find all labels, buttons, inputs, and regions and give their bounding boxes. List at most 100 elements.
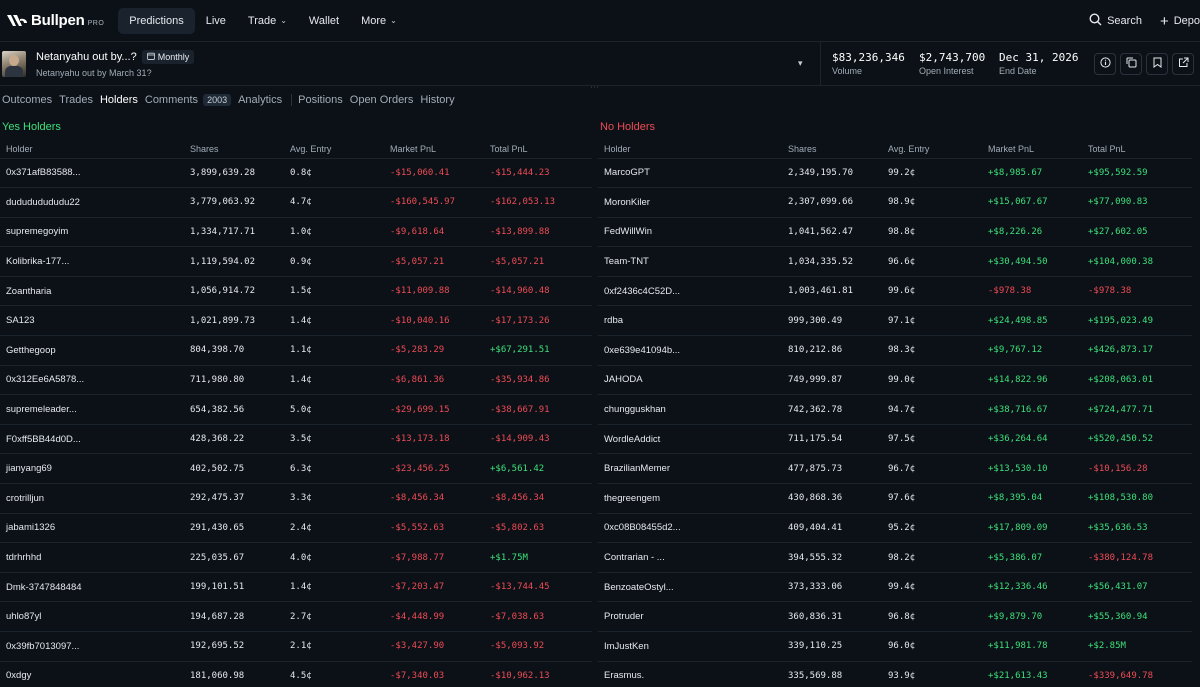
- column-header-market-pnl[interactable]: Market PnL: [982, 140, 1082, 159]
- table-row[interactable]: Protruder 360,836.31 96.8¢ +$9,879.70 +$55,3…: [598, 601, 1192, 632]
- holder-name[interactable]: Erasmus.: [598, 661, 782, 687]
- holder-name[interactable]: crotrilljun: [0, 483, 184, 514]
- table-row[interactable]: MoronKiler 2,307,099.66 98.9¢ +$15,067.67 +$…: [598, 187, 1192, 218]
- table-row[interactable]: rdba 999,300.49 97.1¢ +$24,498.85 +$195,023.…: [598, 305, 1192, 337]
- nav-item-predictions[interactable]: Predictions: [118, 7, 195, 34]
- holder-name[interactable]: ImJustKen: [598, 631, 782, 662]
- holder-name[interactable]: chungguskhan: [598, 394, 782, 425]
- holder-name[interactable]: BenzoateOstyl...: [598, 572, 782, 603]
- holder-name[interactable]: Dmk-3747848484: [0, 572, 184, 603]
- deposit-button[interactable]: + Depo: [1160, 14, 1200, 29]
- holder-name[interactable]: Contrarian - ...: [598, 542, 782, 573]
- table-row[interactable]: supremeleader... 654,382.56 5.0¢ -$29,699.1…: [0, 394, 592, 425]
- holder-name[interactable]: 0xdgy: [0, 661, 184, 687]
- holder-name[interactable]: F0xff5BB44d0D...: [0, 424, 184, 455]
- external-link-button[interactable]: [1172, 53, 1194, 75]
- column-header-total-pnl[interactable]: Total PnL: [484, 140, 592, 159]
- tab-positions[interactable]: Positions: [298, 94, 343, 106]
- table-row[interactable]: 0xdgy 181,060.98 4.5¢ -$7,340.03 -$10,962.13: [0, 661, 592, 687]
- holder-name[interactable]: jabami1326: [0, 513, 184, 544]
- table-row[interactable]: F0xff5BB44d0D... 428,368.22 3.5¢ -$13,173.1…: [0, 424, 592, 455]
- column-header-market-pnl[interactable]: Market PnL: [384, 140, 484, 159]
- table-row[interactable]: crotrilljun 292,475.37 3.3¢ -$8,456.34 -$8,4…: [0, 483, 592, 514]
- column-header-holder[interactable]: Holder: [598, 140, 782, 159]
- table-row[interactable]: 0x371afB83588... 3,899,639.28 0.8¢ -$15,060…: [0, 158, 592, 189]
- holder-name[interactable]: supremeleader...: [0, 394, 184, 425]
- column-header-total-pnl[interactable]: Total PnL: [1082, 140, 1192, 159]
- holder-name[interactable]: 0xe639e41094b...: [598, 335, 782, 366]
- holder-name[interactable]: jianyang69: [0, 453, 184, 485]
- holder-name[interactable]: FedWillWin: [598, 217, 782, 248]
- bookmark-button[interactable]: [1146, 53, 1168, 75]
- nav-item-wallet[interactable]: Wallet: [298, 8, 350, 34]
- holder-name[interactable]: Team-TNT: [598, 246, 782, 277]
- table-row[interactable]: 0x312Ee6A5878... 711,980.80 1.4¢ -$6,861.36…: [0, 365, 592, 396]
- table-row[interactable]: BrazilianMemer 477,875.73 96.7¢ +$13,530.10…: [598, 453, 1192, 485]
- holder-name[interactable]: MarcoGPT: [598, 158, 782, 189]
- holder-name[interactable]: thegreengem: [598, 483, 782, 514]
- column-header-shares[interactable]: Shares: [782, 140, 882, 159]
- table-row[interactable]: FedWillWin 1,041,562.47 98.8¢ +$8,226.26 +$2…: [598, 217, 1192, 248]
- table-row[interactable]: Zoantharia 1,056,914.72 1.5¢ -$11,009.88 -$1…: [0, 276, 592, 307]
- table-row[interactable]: ImJustKen 339,110.25 96.0¢ +$11,981.78 +$2.8…: [598, 631, 1192, 662]
- holder-name[interactable]: 0xc08B08455d2...: [598, 513, 782, 544]
- tab-holders[interactable]: Holders: [100, 94, 138, 106]
- table-row[interactable]: chungguskhan 742,362.78 94.7¢ +$38,716.67 +$…: [598, 394, 1192, 425]
- holder-name[interactable]: MoronKiler: [598, 187, 782, 218]
- table-row[interactable]: MarcoGPT 2,349,195.70 99.2¢ +$8,985.67 +$95,…: [598, 158, 1192, 189]
- holder-name[interactable]: Getthegoop: [0, 335, 184, 366]
- tab-outcomes[interactable]: Outcomes: [2, 94, 52, 106]
- table-row[interactable]: 0x39fb7013097... 192,695.52 2.1¢ -$3,427.90…: [0, 631, 592, 662]
- table-row[interactable]: dudududududu22 3,779,063.92 4.7¢ -$160,545.…: [0, 187, 592, 218]
- holder-name[interactable]: rdba: [598, 305, 782, 337]
- holder-name[interactable]: JAHODA: [598, 365, 782, 396]
- holder-name[interactable]: 0x312Ee6A5878...: [0, 365, 184, 396]
- holder-name[interactable]: 0xf2436c4C52D...: [598, 276, 782, 307]
- tab-history[interactable]: History: [420, 94, 454, 106]
- table-row[interactable]: tdrhrhhd 225,035.67 4.0¢ -$7,988.77 +$1.75M: [0, 542, 592, 573]
- search-button[interactable]: Search: [1089, 13, 1142, 29]
- tab-comments[interactable]: Comments 2003: [145, 94, 232, 106]
- holder-name[interactable]: Kolibrika-177...: [0, 246, 184, 277]
- holder-name[interactable]: SA123: [0, 305, 184, 337]
- holder-name[interactable]: WordleAddict: [598, 424, 782, 455]
- table-row[interactable]: Erasmus. 335,569.88 93.9¢ +$21,613.43 -$339,…: [598, 661, 1192, 687]
- tab-trades[interactable]: Trades: [59, 94, 93, 106]
- holder-name[interactable]: 0x371afB83588...: [0, 158, 184, 189]
- table-row[interactable]: supremegoyim 1,334,717.71 1.0¢ -$9,618.64 -$…: [0, 217, 592, 248]
- holder-name[interactable]: BrazilianMemer: [598, 453, 782, 485]
- tab-open-orders[interactable]: Open Orders: [350, 94, 414, 106]
- holder-name[interactable]: 0x39fb7013097...: [0, 631, 184, 662]
- holder-name[interactable]: Protruder: [598, 601, 782, 632]
- table-row[interactable]: uhlo87yl 194,687.28 2.7¢ -$4,448.99 -$7,038.…: [0, 601, 592, 632]
- holder-name[interactable]: Zoantharia: [0, 276, 184, 307]
- table-row[interactable]: SA123 1,021,899.73 1.4¢ -$10,040.16 -$17,173…: [0, 305, 592, 337]
- table-row[interactable]: 0xc08B08455d2... 409,404.41 95.2¢ +$17,809.…: [598, 513, 1192, 544]
- column-header-holder[interactable]: Holder: [0, 140, 184, 159]
- holder-name[interactable]: tdrhrhhd: [0, 542, 184, 573]
- table-row[interactable]: Team-TNT 1,034,335.52 96.6¢ +$30,494.50 +$10…: [598, 246, 1192, 277]
- market-selector-chevron-icon[interactable]: ▾: [798, 58, 803, 68]
- nav-item-trade[interactable]: Trade ⌄: [237, 8, 298, 34]
- logo[interactable]: Bullpen PRO: [6, 12, 104, 29]
- table-row[interactable]: BenzoateOstyl... 373,333.06 99.4¢ +$12,336.…: [598, 572, 1192, 603]
- holder-name[interactable]: supremegoyim: [0, 217, 184, 248]
- table-row[interactable]: Kolibrika-177... 1,119,594.02 0.9¢ -$5,057.…: [0, 246, 592, 277]
- table-row[interactable]: 0xf2436c4C52D... 1,003,461.81 99.6¢ -$978.3…: [598, 276, 1192, 307]
- nav-item-more[interactable]: More ⌄: [350, 8, 408, 34]
- table-row[interactable]: jianyang69 402,502.75 6.3¢ -$23,456.25 +$6,5…: [0, 453, 592, 485]
- holder-name[interactable]: uhlo87yl: [0, 601, 184, 632]
- table-row[interactable]: Contrarian - ... 394,555.32 98.2¢ +$5,386.0…: [598, 542, 1192, 573]
- table-row[interactable]: Getthegoop 804,398.70 1.1¢ -$5,283.29 +$67,2…: [0, 335, 592, 366]
- column-header-avg-entry[interactable]: Avg. Entry: [284, 140, 384, 159]
- table-row[interactable]: WordleAddict 711,175.54 97.5¢ +$36,264.64 +$…: [598, 424, 1192, 455]
- column-header-avg-entry[interactable]: Avg. Entry: [882, 140, 982, 159]
- tab-analytics[interactable]: Analytics: [238, 94, 282, 106]
- info-button[interactable]: [1094, 53, 1116, 75]
- table-row[interactable]: JAHODA 749,999.87 99.0¢ +$14,822.96 +$208,06…: [598, 365, 1192, 396]
- copy-button[interactable]: [1120, 53, 1142, 75]
- table-row[interactable]: jabami1326 291,430.65 2.4¢ -$5,552.63 -$5,80…: [0, 513, 592, 544]
- holder-name[interactable]: dudududududu22: [0, 187, 184, 218]
- table-row[interactable]: Dmk-3747848484 199,101.51 1.4¢ -$7,203.47 -$…: [0, 572, 592, 603]
- table-row[interactable]: thegreengem 430,868.36 97.6¢ +$8,395.04 +$10…: [598, 483, 1192, 514]
